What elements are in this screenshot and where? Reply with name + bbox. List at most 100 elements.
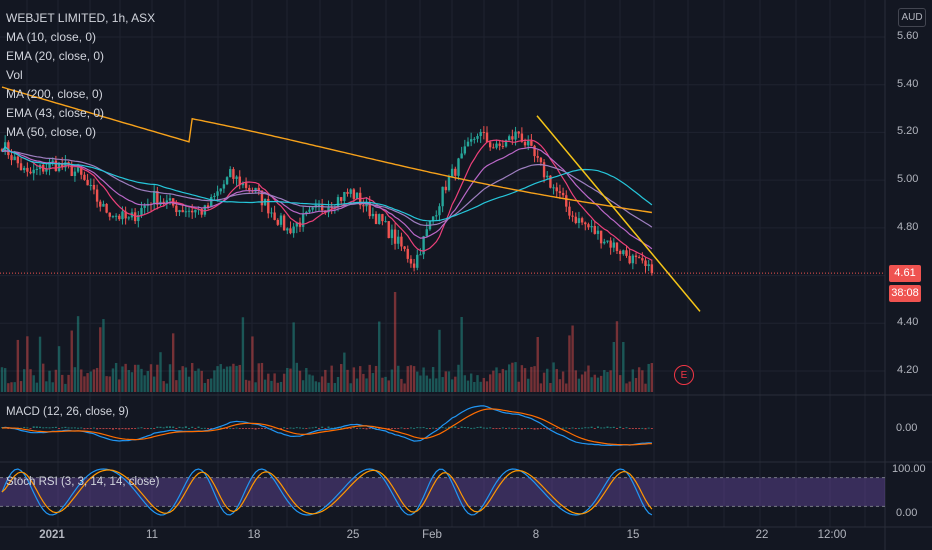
volume-bar-148 — [469, 373, 473, 392]
candle-203 — [644, 260, 647, 267]
candle-88 — [279, 215, 283, 225]
volume-bar-15 — [48, 370, 51, 392]
volume-bar-109 — [346, 369, 349, 392]
macd-hist-196 — [622, 428, 625, 429]
macd-hist-93 — [295, 427, 298, 429]
candle-14 — [45, 168, 48, 172]
candle-192 — [609, 240, 612, 248]
ma200-label[interactable]: MA (200, close, 0) — [6, 87, 103, 101]
candle-55 — [175, 205, 178, 213]
candle-101 — [320, 205, 324, 211]
macd-hist-52 — [165, 426, 168, 428]
candle-195 — [618, 250, 622, 255]
candle-98 — [311, 207, 314, 210]
candle-35 — [111, 216, 115, 218]
volume-bar-140 — [444, 371, 447, 392]
candle-95 — [301, 213, 305, 227]
time-tick-7: 22 — [755, 529, 769, 541]
candle-133 — [422, 236, 425, 255]
macd-hist-20 — [64, 426, 67, 428]
candle-22 — [70, 165, 73, 176]
macd-hist-166 — [527, 427, 530, 429]
candle-154 — [488, 142, 492, 148]
candle-132 — [419, 254, 422, 256]
macd-hist-38 — [121, 428, 124, 429]
volume-bar-55 — [175, 380, 178, 392]
macd-hist-58 — [184, 426, 187, 428]
ema20-label[interactable]: EMA (20, close, 0) — [6, 49, 105, 63]
volume-bar-75 — [238, 364, 241, 392]
volume-bar-3 — [10, 382, 13, 392]
volume-bar-131 — [416, 371, 419, 392]
price-tick-7: 4.20 — [897, 364, 919, 376]
volume-bar-2 — [7, 383, 10, 392]
candle-187 — [593, 225, 596, 234]
candle-6 — [19, 163, 23, 171]
macd-hist-107 — [340, 427, 343, 429]
stoch-label[interactable]: Stoch RSI (3, 3, 14, 14, close) — [6, 476, 160, 488]
candle-138 — [438, 206, 441, 216]
macd-hist-168 — [533, 428, 536, 430]
macd-hist-82 — [260, 428, 263, 429]
volume-bar-53 — [168, 364, 172, 392]
candle-159 — [504, 140, 508, 147]
candle-199 — [631, 255, 635, 264]
candle-82 — [260, 190, 264, 206]
volume-bar-126 — [400, 378, 403, 392]
candle-129 — [409, 258, 413, 264]
candle-202 — [641, 258, 644, 261]
macd-hist-77 — [245, 428, 248, 429]
time-tick-6: 15 — [626, 529, 640, 541]
macd-hist-32 — [102, 428, 105, 430]
price-tick-0: 5.60 — [897, 30, 919, 42]
candle-142 — [450, 168, 454, 177]
candle-176 — [558, 191, 562, 193]
candle-186 — [590, 225, 593, 228]
candle-175 — [555, 187, 558, 192]
volume-bar-168 — [533, 366, 536, 392]
macd-hist-90 — [286, 428, 289, 429]
ma50-label[interactable]: MA (50, close, 0) — [6, 125, 97, 139]
candle-40 — [127, 217, 130, 219]
volume-bar-62 — [197, 368, 200, 392]
candle-56 — [178, 210, 181, 213]
macd-hist-42 — [134, 428, 137, 429]
volume-bar-182 — [577, 378, 581, 392]
volume-bar-162 — [514, 362, 517, 392]
volume-bar-4 — [13, 382, 16, 392]
candle-44 — [140, 207, 143, 215]
volume-bar-18 — [57, 346, 61, 392]
candle-116 — [368, 201, 371, 217]
macd-hist-151 — [479, 426, 482, 428]
macd-hist-132 — [419, 427, 422, 429]
candle-8 — [26, 167, 29, 172]
volume-bar-6 — [19, 381, 23, 392]
candle-183 — [580, 218, 584, 223]
macd-hist-191 — [606, 426, 609, 428]
macd-hist-150 — [476, 426, 479, 428]
macd-hist-13 — [42, 427, 45, 429]
macd-hist-10 — [32, 426, 35, 428]
earnings-icon[interactable]: E — [674, 365, 694, 385]
candle-97 — [308, 209, 311, 212]
macd-hist-30 — [96, 428, 99, 430]
macd-hist-104 — [330, 427, 333, 429]
macd-hist-188 — [596, 426, 599, 428]
macd-hist-184 — [584, 427, 587, 429]
macd-hist-23 — [73, 427, 76, 429]
candle-32 — [102, 203, 105, 207]
symbol-title[interactable]: WEBJET LIMITED, 1h, ASX — [6, 11, 156, 25]
volume-bar-5 — [16, 339, 20, 392]
ma10-label[interactable]: MA (10, close, 0) — [6, 30, 97, 44]
ema43-label[interactable]: EMA (43, close, 0) — [6, 106, 105, 120]
time-tick-8: 12:00 — [817, 529, 847, 541]
currency-button[interactable]: AUD — [898, 8, 926, 27]
candle-26 — [83, 174, 86, 180]
macd-label[interactable]: MACD (12, 26, close, 9) — [6, 406, 129, 418]
indicator-legend: WEBJET LIMITED, 1h, ASX MA (10, close, 0… — [6, 9, 155, 142]
volume-bar-161 — [511, 362, 514, 392]
macd-hist-139 — [441, 427, 444, 429]
volume-label[interactable]: Vol — [6, 68, 23, 82]
candle-72 — [229, 169, 232, 178]
